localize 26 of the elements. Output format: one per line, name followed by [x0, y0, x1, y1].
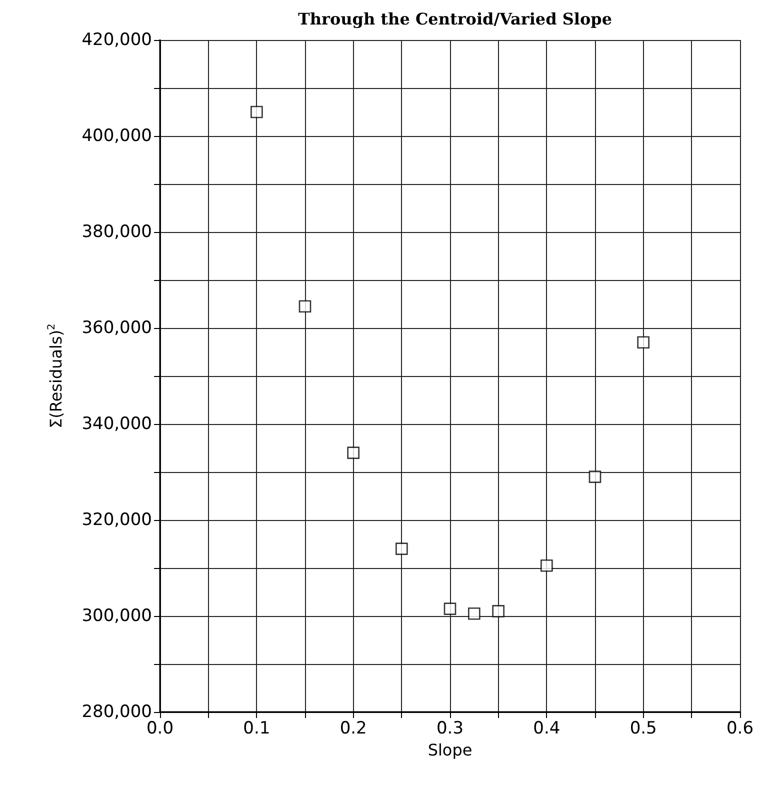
y-tick-label: 300,000 [82, 606, 152, 626]
y-axis-title: Σ(Residuals)2 [46, 324, 66, 428]
point [250, 106, 263, 118]
y-tick-label: 400,000 [82, 126, 152, 146]
y-tick-label: 360,000 [82, 318, 152, 338]
point [588, 470, 602, 483]
y-tick-label: 380,000 [82, 222, 152, 242]
chart-title: Through the Centroid/Varied Slope [298, 10, 612, 28]
point [540, 559, 553, 572]
x-tick-label: 0.3 [436, 718, 464, 738]
x-axis-title: Slope [428, 740, 472, 760]
x-tick-label: 0.4 [533, 718, 560, 738]
point [637, 336, 650, 349]
point [396, 542, 408, 555]
y-tick-label: 320,000 [82, 510, 152, 530]
point [347, 446, 360, 459]
y-tick-label: 340,000 [82, 414, 152, 434]
x-tick-label: 0.2 [340, 718, 367, 738]
x-tick-label: 0.6 [726, 718, 754, 738]
x-tick-label: 0.5 [630, 718, 657, 738]
point [444, 602, 456, 615]
x-tick-label: 0.1 [243, 718, 270, 738]
y-tick-label: 420,000 [82, 30, 152, 50]
point [298, 300, 312, 313]
point [468, 607, 480, 620]
point [492, 605, 504, 618]
